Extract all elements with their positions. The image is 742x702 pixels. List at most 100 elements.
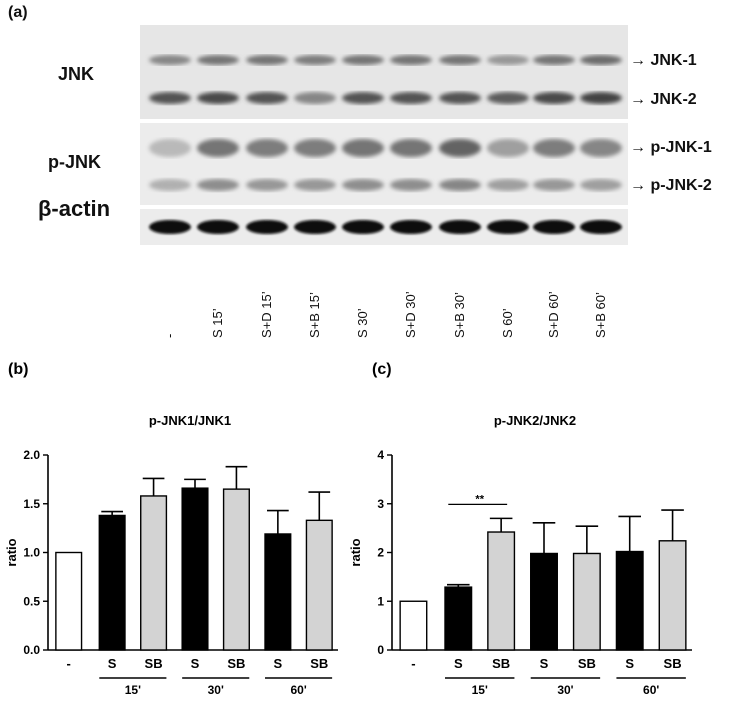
jnk1-band-2 <box>197 55 239 65</box>
jnk1-band-7 <box>439 55 481 65</box>
jnk1-band-10 <box>580 55 622 65</box>
jnk2-band-6 <box>390 92 432 104</box>
bar <box>399 600 428 651</box>
jnk2-band-10 <box>580 92 622 104</box>
jnk2-band-2 <box>197 92 239 104</box>
bar-charts: (b) p-JNK1/JNK1 0.0 0.5 1.0 1.5 2.0 ratio - S SB S S… <box>4 361 692 697</box>
jnk2-band-1 <box>149 92 191 104</box>
y-axis-label: ratio <box>4 538 19 566</box>
actin-band-6 <box>390 220 432 234</box>
x-tick-label: SB <box>578 656 596 671</box>
lane-label: S+D 30’ <box>403 291 418 338</box>
pjnk2-band-7 <box>439 179 481 191</box>
row-label-jnk: JNK <box>58 64 95 84</box>
bar <box>615 550 644 651</box>
pjnk1-band-9 <box>533 139 575 157</box>
x-tick-label: S <box>191 656 200 671</box>
pjnk2-band-10 <box>580 179 622 191</box>
row-label-pjnk: p-JNK <box>48 152 101 172</box>
actin-band-2 <box>197 220 239 234</box>
x-tick-label: S <box>454 656 463 671</box>
actin-band-3 <box>246 220 288 234</box>
x-tick-label: SB <box>145 656 163 671</box>
pjnk1-band-10 <box>580 139 622 157</box>
jnk-blot-bg <box>140 25 628 119</box>
bar <box>98 514 126 651</box>
band-label-jnk2: JNK-2 <box>650 91 697 108</box>
group-label: 60' <box>643 683 659 697</box>
jnk1-band-4 <box>294 55 336 65</box>
pjnk-blot-bg <box>140 123 628 205</box>
jnk1-band-3 <box>246 55 288 65</box>
pjnk2-band-5 <box>342 179 384 191</box>
panel-label: (c) <box>372 361 392 378</box>
pjnk2-band-6 <box>390 179 432 191</box>
actin-band-7 <box>439 220 481 234</box>
pjnk1-band-2 <box>197 139 239 157</box>
bar <box>572 552 601 651</box>
actin-band-10 <box>580 220 622 234</box>
pjnk1-band-5 <box>342 139 384 157</box>
bar <box>658 540 687 651</box>
bar <box>305 519 333 651</box>
arrow-pjnk2: → p-JNK-2 <box>630 177 712 194</box>
x-tick-label: S <box>625 656 634 671</box>
x-tick-label: S <box>540 656 549 671</box>
y-tick-label: 1.0 <box>23 546 40 560</box>
pjnk2-band-1 <box>149 179 191 191</box>
lane-label: S+D 60’ <box>546 291 561 338</box>
lane-label: - <box>162 333 177 338</box>
significance-label: ** <box>475 493 484 505</box>
x-tick-label: S <box>274 656 283 671</box>
jnk1-band-5 <box>342 55 384 65</box>
pjnk2-band-2 <box>197 179 239 191</box>
arrow-pjnk1: → p-JNK-1 <box>630 139 712 156</box>
pjnk2-band-3 <box>246 179 288 191</box>
x-tick-label: SB <box>664 656 682 671</box>
pjnk-2-bands <box>149 179 622 191</box>
lane-label: S 15’ <box>210 308 225 338</box>
y-tick-label: 1.5 <box>23 497 40 511</box>
y-tick-label: 0.5 <box>23 594 40 608</box>
y-tick-label: 0 <box>377 643 384 657</box>
panel-a-label: (a) <box>8 4 28 21</box>
lane-label: S+B 15’ <box>307 292 322 338</box>
pjnk2-band-9 <box>533 179 575 191</box>
actin-band-5 <box>342 220 384 234</box>
group-label: 30' <box>208 683 224 697</box>
jnk1-band-1 <box>149 55 191 65</box>
lane-label: S 30’ <box>355 308 370 338</box>
chart-c: (c) p-JNK2/JNK2 0 1 2 3 4 ratio - S SB S SB S SB 15' 30'… <box>348 361 692 697</box>
bar <box>487 531 516 651</box>
y-tick-label: 4 <box>377 448 384 462</box>
band-label-pjnk2: p-JNK-2 <box>650 177 712 194</box>
arrow-jnk1: → JNK-1 <box>630 52 697 69</box>
x-tick-label: SB <box>310 656 328 671</box>
pjnk1-band-6 <box>390 139 432 157</box>
pjnk-1-bands <box>149 139 622 157</box>
bar <box>530 552 558 651</box>
pjnk1-band-1 <box>149 139 191 157</box>
x-tick-label: SB <box>492 656 510 671</box>
group-label: 15' <box>125 683 141 697</box>
jnk2-band-8 <box>487 92 529 104</box>
chart-b: (b) p-JNK1/JNK1 0.0 0.5 1.0 1.5 2.0 ratio - S SB S S… <box>4 361 338 697</box>
y-tick-label: 3 <box>377 497 384 511</box>
pjnk1-band-3 <box>246 139 288 157</box>
bar <box>55 551 83 651</box>
jnk2-band-9 <box>533 92 575 104</box>
band-label-jnk1: JNK-1 <box>650 52 697 69</box>
pjnk2-band-4 <box>294 179 336 191</box>
western-blot <box>140 25 628 245</box>
jnk2-band-7 <box>439 92 481 104</box>
jnk2-band-3 <box>246 92 288 104</box>
panel-label: (b) <box>8 361 28 378</box>
bar <box>264 533 292 651</box>
group-label: 15' <box>472 683 488 697</box>
bar <box>181 487 209 651</box>
jnk-1-bands <box>149 55 622 65</box>
jnk2-band-5 <box>342 92 384 104</box>
x-tick-label: SB <box>227 656 245 671</box>
y-tick-label: 1 <box>377 594 384 608</box>
